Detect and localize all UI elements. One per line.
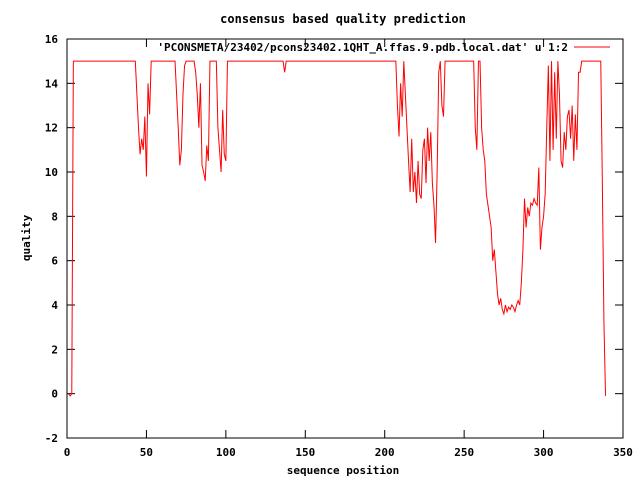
series-line (68, 60, 607, 397)
y-tick-label: 0 (51, 388, 58, 401)
legend-series-label: 'PCONSMETA/23402/pcons23402.1QHT_A.ffas.… (157, 41, 568, 54)
x-tick-label: 50 (140, 446, 153, 459)
chart-title: consensus based quality prediction (220, 12, 466, 26)
y-tick-label: 14 (45, 77, 59, 90)
x-tick-label: 300 (534, 446, 554, 459)
x-tick-label: 0 (64, 446, 71, 459)
x-tick-label: 250 (454, 446, 474, 459)
y-tick-label: 2 (51, 343, 58, 356)
x-tick-label: 150 (295, 446, 315, 459)
y-tick-label: 6 (51, 255, 58, 268)
plot-frame (66, 38, 624, 439)
x-tick-label: 200 (375, 446, 395, 459)
y-tick-label: 10 (45, 166, 58, 179)
x-tick-label: 350 (613, 446, 633, 459)
y-tick-label: 8 (51, 210, 58, 223)
x-axis-label: sequence position (287, 464, 400, 477)
y-tick-label: 12 (45, 122, 58, 135)
plot-area: -2 0 2 4 6 8 10 12 14 16 0 50 100 150 200 250 300 350 (45, 33, 633, 459)
y-axis-label: quality (20, 214, 33, 261)
y-tick-label: 16 (45, 33, 59, 46)
x-tick-label: 100 (216, 446, 236, 459)
y-tick-label: -2 (45, 432, 58, 445)
y-tick-label: 4 (51, 299, 58, 312)
legend: 'PCONSMETA/23402/pcons23402.1QHT_A.ffas.… (157, 41, 610, 54)
